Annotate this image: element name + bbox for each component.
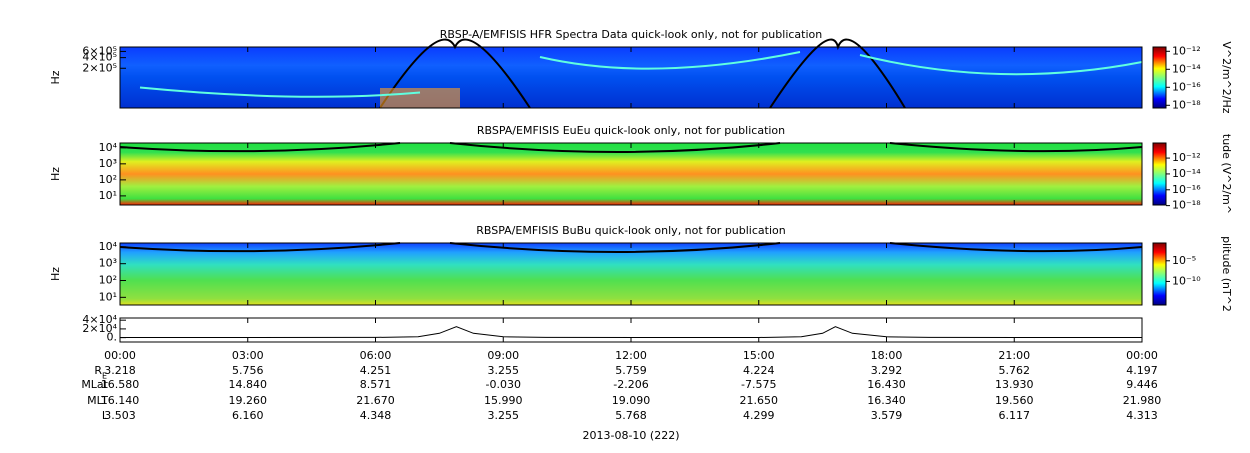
ephemeris-row-label: R [94,364,102,377]
ephemeris-value: 19.090 [612,394,651,407]
ephemeris-value: 4.251 [360,364,392,377]
x-tick-label: 06:00 [360,349,392,362]
ephemeris-value: 9.446 [1126,378,1158,391]
spectrogram [120,243,1142,305]
y-tick-label: 10⁴ [99,240,118,253]
ephemeris-value: 4.224 [743,364,775,377]
panel-title: RBSPA/EMFISIS BuBu quick-look only, not … [476,224,786,237]
y-tick-label: 10⁴ [99,141,118,154]
colorbar-tick-label: 10⁻¹⁴ [1172,167,1201,180]
colorbar-tick-label: 10⁻¹² [1172,151,1201,164]
ephemeris-value: 5.768 [615,409,647,422]
colorbar [1152,142,1167,206]
y-tick-label: 4×10⁴ [82,313,117,326]
panel-title: RBSPA/EMFISIS EuEu quick-look only, not … [477,124,785,137]
ephemeris-value: 3.255 [488,409,520,422]
x-tick-label: 18:00 [871,349,903,362]
y-tick-label: 10³ [99,257,117,270]
y-tick-label: 10³ [99,157,117,170]
ephemeris-value: 15.990 [484,394,523,407]
y-axis-label: Hz [49,267,62,281]
colorbar-label: tude (V^2/m^ [1220,134,1233,214]
x-tick-label: 21:00 [998,349,1030,362]
ephemeris-value: 21.670 [356,394,395,407]
ephemeris-value: 8.571 [360,378,392,391]
colorbar-tick-label: 10⁻¹⁸ [1172,199,1201,212]
colorbar-tick-label: 10⁻⁵ [1172,254,1196,267]
colorbar-tick-label: 10⁻¹⁰ [1172,274,1201,287]
y-axis-label: Hz [49,167,62,181]
colorbar [1152,46,1167,109]
y-tick-label: 4×10⁵ [82,51,117,64]
ephemeris-value: 5.759 [615,364,647,377]
plasma-line [139,51,1143,98]
colorbar-tick-label: 10⁻¹⁶ [1172,80,1201,93]
x-tick-label: 00:00 [1126,349,1158,362]
ephemeris-value: 14.840 [229,378,268,391]
colorbar [1152,242,1167,306]
ephemeris-value: 19.560 [995,394,1034,407]
colorbar-tick-label: 10⁻¹⁶ [1172,183,1201,196]
colorbar-tick-label: 10⁻¹⁸ [1172,98,1201,111]
y-tick-label: 10² [99,173,117,186]
ephemeris-value: 6.160 [232,409,264,422]
y-tick-label: 0. [107,331,118,344]
y-tick-label: 10¹ [99,189,117,202]
ephemeris-value: 6.117 [999,409,1031,422]
ephemeris-value: -0.030 [486,378,521,391]
ephemeris-row-label: MLat [81,378,108,391]
colorbar-label: plitude (nT^2 [1220,236,1233,312]
ephemeris-value: 5.756 [232,364,264,377]
ephemeris-value: 4.313 [1126,409,1158,422]
y-axis-label: Hz [49,70,62,84]
ephemeris-value: 16.140 [101,394,140,407]
y-tick-label: 10² [99,274,117,287]
ephemeris-value: 3.579 [871,409,903,422]
emission [380,88,460,108]
ephemeris-value: 16.340 [867,394,906,407]
x-tick-label: 12:00 [615,349,647,362]
ephemeris-value: -7.575 [741,378,776,391]
ephemeris-value: 19.260 [229,394,268,407]
x-tick-label: 03:00 [232,349,264,362]
colorbar-label: V^2/m^2/Hz [1220,41,1233,113]
spectrogram [120,143,1142,205]
ephemeris-value: 5.762 [999,364,1031,377]
ephemeris-value: 4.348 [360,409,392,422]
ephemeris-value: 4.299 [743,409,775,422]
ephemeris-value: -2.206 [613,378,648,391]
y-tick-label: 2×10⁵ [82,61,117,74]
colorbar-tick-label: 10⁻¹⁴ [1172,62,1201,75]
x-tick-label: 15:00 [743,349,775,362]
y-tick-label: 6×10⁵ [82,44,117,57]
panel-title: RBSP-A/EMFISIS HFR Spectra Data quick-lo… [440,28,823,41]
ephemeris-value: 16.580 [101,378,140,391]
ephemeris-value: 3.218 [104,364,136,377]
ephemeris-value: 4.197 [1126,364,1158,377]
ephemeris-value: 3.292 [871,364,903,377]
ephemeris-value: 3.255 [488,364,520,377]
spectrogram [120,47,1142,108]
ephemeris-value: 3.503 [104,409,136,422]
ephemeris-value: 16.430 [867,378,906,391]
ephemeris-value: 21.980 [1123,394,1162,407]
data-line [119,326,1143,339]
colorbar-tick-label: 10⁻¹² [1172,44,1201,57]
x-axis-label: 2013-08-10 (222) [582,429,679,442]
y-tick-label: 10¹ [99,290,117,303]
ephemeris-value: 21.650 [740,394,779,407]
ephemeris-value: 13.930 [995,378,1034,391]
x-tick-label: 09:00 [487,349,519,362]
cyclotron-curve [119,142,1143,153]
cyclotron-curve [119,242,1143,253]
y-tick-label: 2×10⁴ [82,322,117,335]
ephemeris-row-subscript: E [102,372,107,381]
ephemeris-row-label: L [102,409,109,422]
ephemeris-row-label: MLT [87,394,108,407]
x-tick-label: 00:00 [104,349,136,362]
